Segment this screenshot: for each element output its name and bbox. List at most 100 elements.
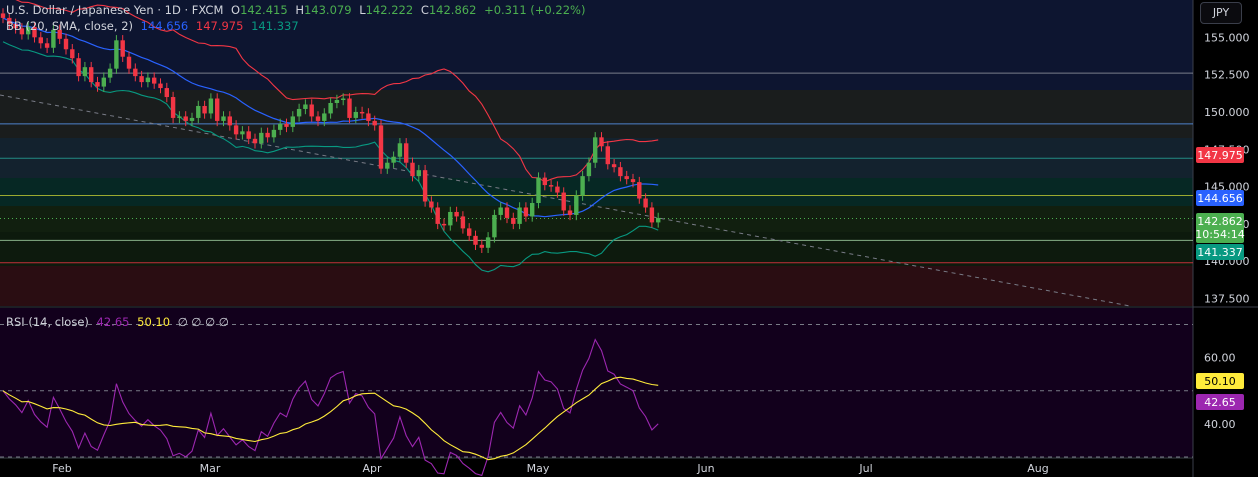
candle-body (435, 207, 440, 224)
candle-body (498, 207, 503, 215)
lower-tag-text: 141.337 (1197, 246, 1243, 259)
candle-body (208, 98, 214, 114)
candle-body (378, 125, 384, 169)
candle-body (580, 176, 585, 196)
candle-body (611, 164, 617, 168)
candle-body (341, 98, 346, 101)
candle-body (51, 29, 56, 48)
candle-body (202, 105, 207, 114)
candle-body (139, 76, 144, 83)
rsi-bg (0, 308, 1193, 457)
candle-body (429, 201, 434, 208)
candle-body (177, 116, 182, 118)
bb-upper-line (15, 0, 659, 183)
candle-body (467, 228, 472, 236)
candle-body (473, 235, 478, 245)
close-value: 142.862 (428, 3, 477, 17)
currency-button[interactable]: JPY (1200, 2, 1242, 24)
candle-body (567, 210, 573, 215)
candle-body (593, 137, 598, 163)
candle-body (38, 37, 43, 44)
close-tag-text: 142.862 (1197, 215, 1243, 228)
candles[interactable] (0, 8, 661, 254)
low-label: L (359, 3, 366, 17)
zone-green (0, 206, 1193, 232)
rsi-line (2, 338, 659, 477)
upper-tag-bg (1196, 147, 1244, 163)
candle-body (643, 198, 648, 208)
time-tick-label: Jul (858, 462, 872, 475)
candle-body (574, 195, 579, 215)
candle-body (542, 177, 547, 186)
candle-body (284, 123, 289, 127)
lower-tag-bg (1196, 244, 1244, 260)
candle-body (44, 43, 50, 48)
open-label: O (231, 3, 241, 17)
candle-body (7, 17, 12, 24)
candle-body (233, 125, 239, 135)
close-label: C (420, 3, 429, 17)
candle-body (366, 113, 371, 121)
candle-body (13, 23, 18, 29)
rsi-pane (0, 324, 1193, 477)
candle-body (479, 244, 484, 248)
candle-body (504, 207, 510, 218)
zone-darkgreen (0, 232, 1193, 266)
price-levels (0, 72, 1193, 307)
zone-top (0, 0, 1193, 90)
candle-body (120, 40, 125, 57)
candle-body (334, 100, 340, 103)
high-value: 143.079 (303, 3, 352, 17)
bollinger-bands (2, 0, 659, 273)
candle-body (133, 68, 138, 77)
change-value: +0.311 (+0.22%) (484, 3, 586, 17)
candle-body (164, 88, 169, 98)
candle-body (637, 182, 642, 199)
candle-body (624, 176, 629, 180)
candle-body (523, 207, 529, 217)
candle-body (152, 77, 157, 84)
bb-basis-value: 144.656 (140, 19, 189, 33)
candle-body (101, 77, 106, 87)
candle-body (397, 143, 403, 157)
basis-tag-text: 144.656 (1197, 192, 1243, 205)
high-label: H (295, 3, 304, 17)
zone-red (0, 266, 1193, 306)
candle-body (372, 120, 377, 126)
bb-legend[interactable]: BB (20, SMA, close, 2) 144.656 147.975 1… (6, 19, 303, 33)
candle-body (460, 216, 466, 229)
candle-body (107, 68, 113, 78)
low-value: 142.222 (365, 3, 414, 17)
candle-body (618, 167, 623, 177)
rsi-legend[interactable]: RSI (14, close) 42.65 50.10 ∅ ∅ ∅ ∅ (6, 315, 233, 329)
rsi-ma-line (2, 376, 659, 461)
candle-body (221, 116, 226, 121)
rsi-tag-bg (1196, 394, 1244, 410)
candle-body (114, 40, 119, 69)
candle-body (19, 28, 25, 35)
rsi-ma-tag-bg (1196, 373, 1244, 389)
bb-upper-value: 147.975 (195, 19, 244, 33)
price-tick-label: 152.500 (1204, 69, 1250, 82)
candle-body (271, 129, 277, 138)
candle-body (605, 146, 610, 165)
candle-body (126, 56, 132, 69)
bb-lower-line (2, 41, 659, 273)
rsi-ma-value: 50.10 (137, 315, 171, 329)
rsi-empty-values: ∅ ∅ ∅ ∅ (177, 315, 229, 329)
candle-body (441, 223, 447, 226)
symbol-title: U.S. Dollar / Japanese Yen · 1D · FXCM (6, 3, 224, 17)
candle-body (95, 82, 100, 87)
candle-body (0, 13, 6, 18)
candle-body (322, 113, 327, 121)
rsi-tag-text: 42.65 (1204, 396, 1236, 409)
candle-body (391, 156, 396, 163)
candle-body (296, 108, 302, 117)
time-tick-label: Feb (52, 462, 71, 475)
candle-body (183, 116, 188, 121)
candle-body (252, 138, 258, 144)
price-tick-label: 150.000 (1204, 106, 1250, 119)
